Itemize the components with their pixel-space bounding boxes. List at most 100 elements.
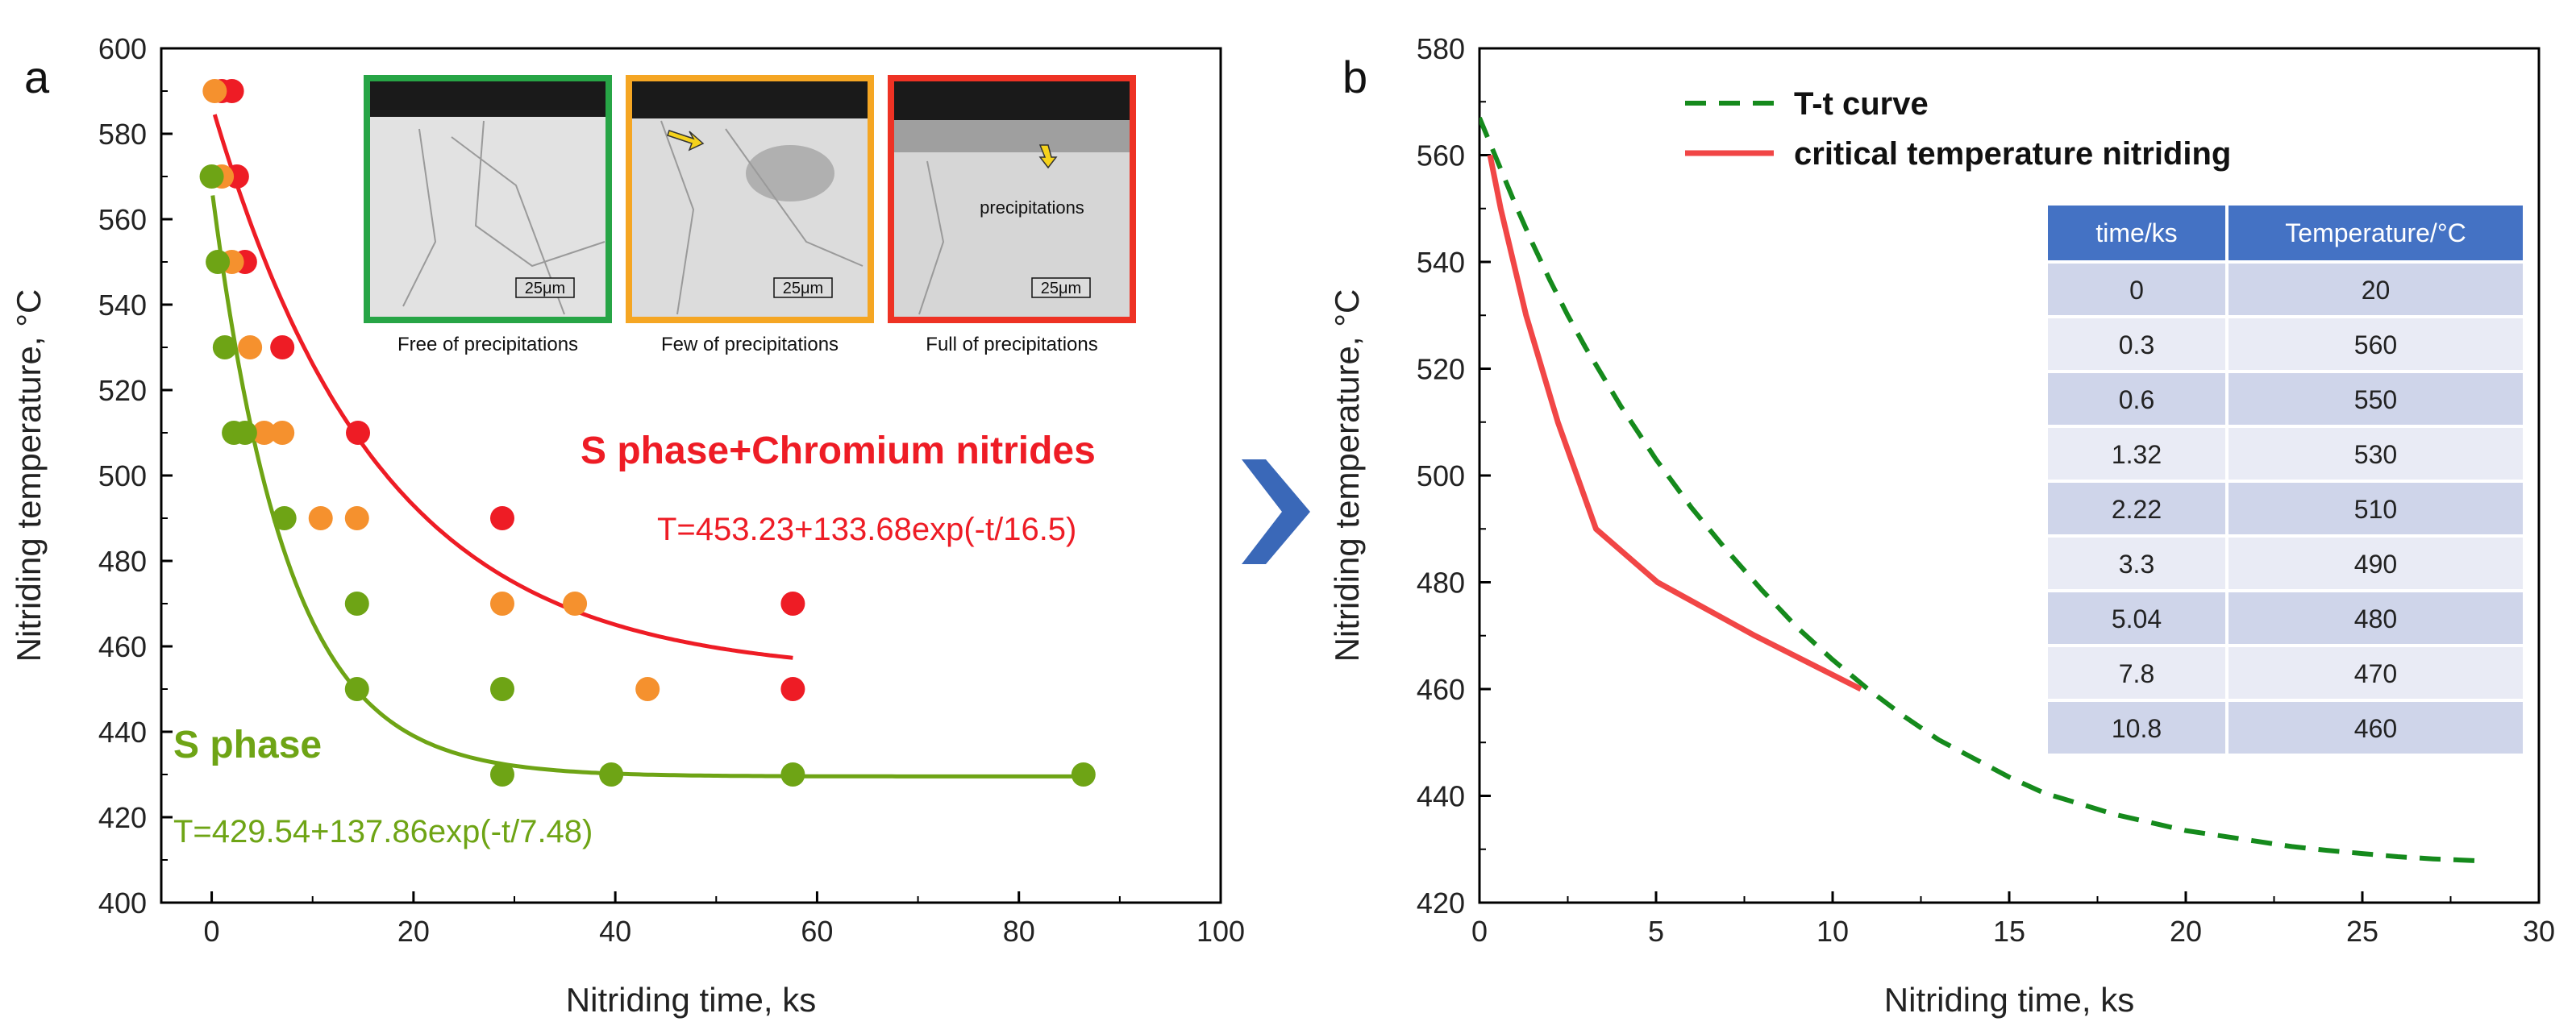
- panel-b-ytick-label: 500: [1417, 459, 1465, 492]
- table-cell-temperature: 550: [2354, 385, 2397, 414]
- panel-a-ytick-label: 420: [98, 801, 147, 834]
- panel-a-xtick-label: 100: [1196, 915, 1245, 948]
- table-cell-time: 0: [2129, 276, 2144, 305]
- data-point-series-2: [344, 677, 369, 701]
- table-row: [2229, 538, 2523, 589]
- micrograph-few-caption: Few of precipitations: [661, 334, 839, 355]
- panel-b-series: [1479, 116, 2483, 864]
- micrograph-full-caption: Full of precipitations: [926, 334, 1097, 355]
- panel-arrow-icon: [1242, 459, 1310, 564]
- panel-b-xtick-label: 25: [2346, 915, 2378, 948]
- table-cell-temperature: 560: [2354, 330, 2397, 359]
- panel-a-ytick-label: 500: [98, 459, 147, 492]
- data-point-series-1: [344, 506, 369, 530]
- data-point-series-2: [489, 762, 514, 787]
- panel-a-ylabel: Nitriding temperature, °C: [10, 289, 48, 662]
- data-point-series-2: [199, 164, 224, 189]
- data-point-series-1: [563, 592, 588, 616]
- table-row: [2229, 483, 2523, 534]
- data-point-series-2: [344, 592, 369, 616]
- panel-b: b 0 5 10 15 20 25 3042044046048050052054056058…: [1328, 32, 2555, 1019]
- table-cell-time: 3.3: [2119, 550, 2154, 579]
- data-point-series-2: [1071, 762, 1096, 787]
- panel-a-ytick-label: 460: [98, 630, 147, 663]
- panel-a: a 0 20 40 60 80 100 400 420 440 460 480 500 520 540 56…: [10, 32, 1245, 1019]
- table-header-time: time/ks: [2095, 218, 2177, 247]
- micrograph-free-frame: [364, 75, 612, 323]
- table-row: [2229, 647, 2523, 699]
- table-row: [2048, 318, 2225, 370]
- table-header-cell: [2048, 206, 2225, 260]
- panel-b-xtick-label: 10: [1817, 915, 1849, 948]
- micrograph-few-scale: 25μm: [783, 280, 823, 297]
- panel-b-xtick-label: 20: [2170, 915, 2202, 948]
- table-row: [2048, 538, 2225, 589]
- panel-b-ticks: 0 5 10 15 20 25 30 420 440 460 480 500 520 540 560 580: [1417, 32, 2555, 948]
- panel-a-xtick-label: 40: [599, 915, 631, 948]
- table-row: [2048, 702, 2225, 754]
- panel-a-label: a: [24, 52, 50, 102]
- table-cell-temperature: 460: [2354, 714, 2397, 743]
- panel-b-ytick-label: 460: [1417, 673, 1465, 706]
- data-table: time/ks Temperature/°C 0 20 0.3 560 0.6 550 1.32…: [2048, 206, 2523, 754]
- data-point-series-1: [238, 335, 263, 359]
- panel-a-ytick-label: 520: [98, 374, 147, 407]
- data-point-series-2: [232, 421, 257, 445]
- panel-b-xtick-label: 5: [1648, 915, 1664, 948]
- micrograph-few: 25μm Few of precipitations: [626, 75, 874, 355]
- data-point-series-2: [206, 250, 231, 274]
- micrograph-free: 25μm Free of precipitations: [364, 75, 612, 355]
- panel-b-ytick-label: 440: [1417, 780, 1465, 813]
- table-cell-temperature: 480: [2354, 604, 2397, 633]
- table-row: [2048, 428, 2225, 480]
- data-point-series-0: [346, 421, 371, 445]
- panel-b-ytick-label: 480: [1417, 567, 1465, 600]
- panel-b-ytick-label: 420: [1417, 887, 1465, 920]
- data-point-series-1: [489, 592, 514, 616]
- panel-a-xtick-label: 20: [397, 915, 430, 948]
- data-point-series-2: [489, 677, 514, 701]
- micrograph-full: precipitations 25μm Full of precipitatio…: [888, 75, 1136, 355]
- panel-a-ytick-label: 600: [98, 32, 147, 65]
- table-cell-time: 5.04: [2112, 604, 2162, 633]
- table-cell-time: 7.8: [2119, 659, 2154, 688]
- panel-a-ytick-label: 400: [98, 887, 147, 920]
- panel-a-xtick-label: 60: [801, 915, 833, 948]
- data-point-series-0: [219, 79, 244, 103]
- panel-b-ylabel: Nitriding temperature, °C: [1328, 289, 1366, 662]
- data-point-series-1: [252, 421, 277, 445]
- fit-equation-s-phase-cr: T=453.23+133.68exp(-t/16.5): [657, 512, 1076, 547]
- fit-curve-0: [212, 114, 793, 660]
- table-cell-temperature: 470: [2354, 659, 2397, 688]
- panel-b-xtick-label: 15: [1993, 915, 2025, 948]
- table-row: [2048, 483, 2225, 534]
- panel-a-xtick-label: 0: [204, 915, 220, 948]
- table-row: [2048, 373, 2225, 425]
- panel-b-ytick-label: 540: [1417, 246, 1465, 279]
- panel-a-ytick-label: 580: [98, 118, 147, 151]
- panel-b-xtick-label: 0: [1471, 915, 1488, 948]
- panel-b-ytick-label: 580: [1417, 32, 1465, 65]
- panel-b-ytick-label: 560: [1417, 139, 1465, 172]
- panel-a-ytick-label: 480: [98, 545, 147, 578]
- table-cell-temperature: 490: [2354, 550, 2397, 579]
- panel-b-ytick-label: 520: [1417, 353, 1465, 386]
- panel-a-ticks: 0 20 40 60 80 100 400 420 440 460 480 500 520 540 560 5…: [98, 32, 1245, 948]
- table-row: [2048, 647, 2225, 699]
- data-point-series-1: [202, 79, 227, 103]
- legend-label-tt-curve: T-t curve: [1794, 86, 1929, 122]
- table-row: [2229, 373, 2523, 425]
- panel-b-xtick-label: 30: [2523, 915, 2555, 948]
- micrograph-inset: 25μm Free of precipitations 25μm Few of …: [364, 75, 1136, 355]
- data-point-series-2: [212, 335, 237, 359]
- table-cell-time: 1.32: [2112, 440, 2162, 469]
- panel-b-xlabel: Nitriding time, ks: [1884, 981, 2134, 1019]
- table-cell-temperature: 20: [2362, 276, 2391, 305]
- panel-a-ytick-label: 560: [98, 203, 147, 236]
- table-cell-time: 2.22: [2112, 495, 2162, 524]
- table-row: [2229, 702, 2523, 754]
- data-point-series-2: [599, 762, 624, 787]
- data-point-series-1: [308, 506, 333, 530]
- micrograph-full-note: precipitations: [980, 197, 1084, 218]
